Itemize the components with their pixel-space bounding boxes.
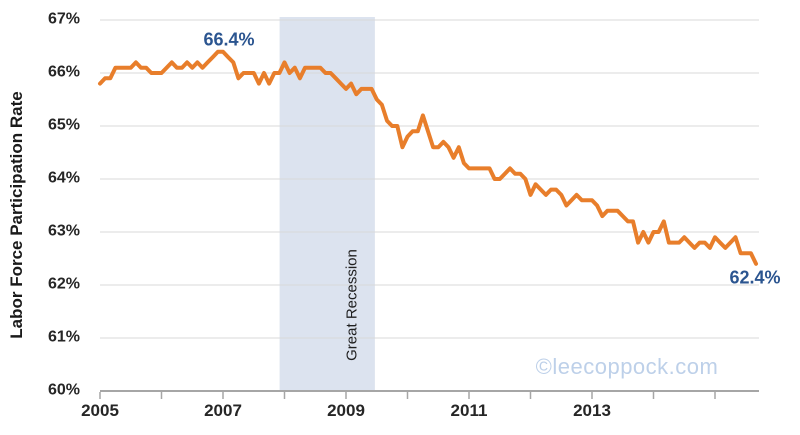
- y-tick-label: 65%: [47, 116, 80, 134]
- peak-value-annotation: 66.4%: [203, 29, 255, 50]
- y-tick-label: 61%: [47, 328, 80, 346]
- x-tick-label: 2009: [327, 401, 365, 420]
- y-tick-label: 64%: [47, 169, 80, 187]
- x-tick-label: 2011: [450, 401, 488, 420]
- y-tick-label: 67%: [47, 10, 80, 28]
- recession-band-label: Great Recession: [343, 249, 361, 361]
- lfpr-line: [98, 49, 758, 266]
- y-tick-label: 60%: [47, 381, 80, 399]
- x-tick-label: 2013: [573, 401, 611, 420]
- y-tick-label: 66%: [47, 63, 80, 81]
- recession-band: [279, 17, 375, 391]
- end-value-annotation: 62.4%: [729, 267, 781, 288]
- y-tick-label: 62%: [47, 275, 80, 293]
- watermark-text: ©leecoppock.com: [535, 354, 719, 379]
- x-tick-label: 2005: [81, 401, 119, 420]
- x-tick-label: 2007: [204, 401, 242, 420]
- y-tick-label: 63%: [47, 222, 80, 240]
